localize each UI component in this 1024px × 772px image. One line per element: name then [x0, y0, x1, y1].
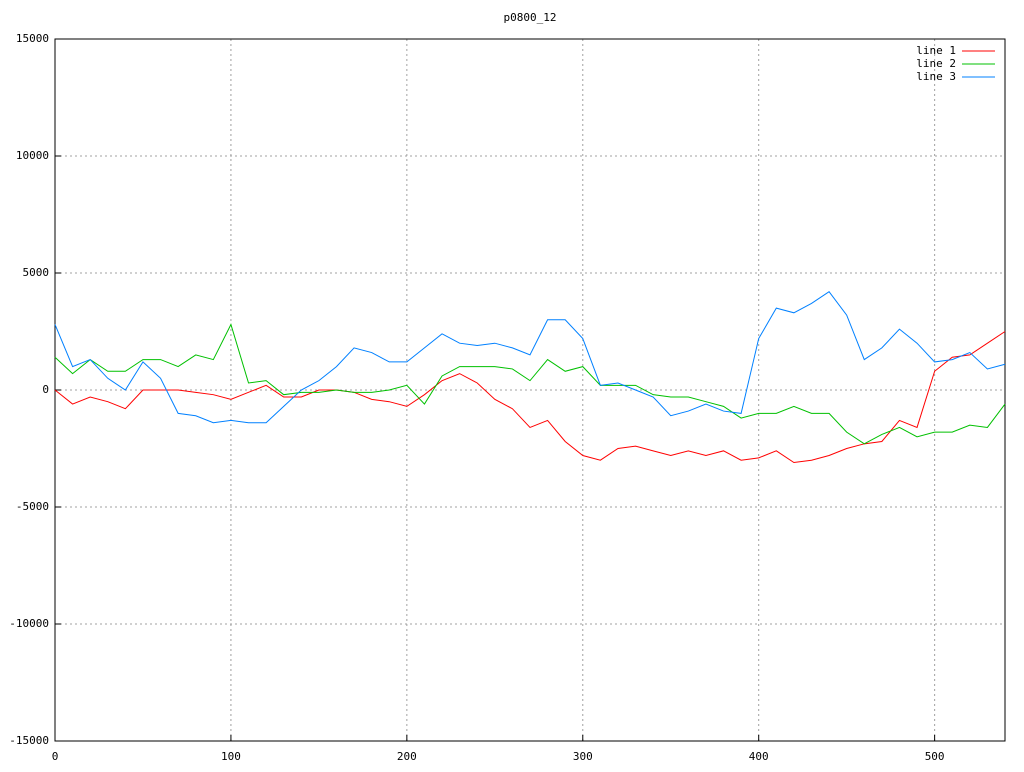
x-tick-label: 0	[52, 750, 59, 763]
legend-label: line 1	[916, 44, 956, 57]
series-line	[54, 323, 1006, 445]
y-tick-label: 10000	[16, 149, 49, 162]
x-tick-label: 100	[221, 750, 241, 763]
y-tick-label: 0	[42, 383, 49, 396]
chart-title: p0800_12	[504, 11, 557, 24]
legend-label: line 2	[916, 57, 956, 70]
x-tick-label: 400	[749, 750, 769, 763]
series-line	[54, 331, 1006, 464]
x-tick-label: 500	[925, 750, 945, 763]
y-tick-label: -10000	[9, 617, 49, 630]
x-tick-label: 300	[573, 750, 593, 763]
y-tick-label: -5000	[16, 500, 49, 513]
y-tick-label: 15000	[16, 32, 49, 45]
x-tick-label: 200	[397, 750, 417, 763]
y-tick-label: -15000	[9, 734, 49, 747]
legend-label: line 3	[916, 70, 956, 83]
series-line	[54, 291, 1006, 424]
y-tick-label: 5000	[23, 266, 50, 279]
